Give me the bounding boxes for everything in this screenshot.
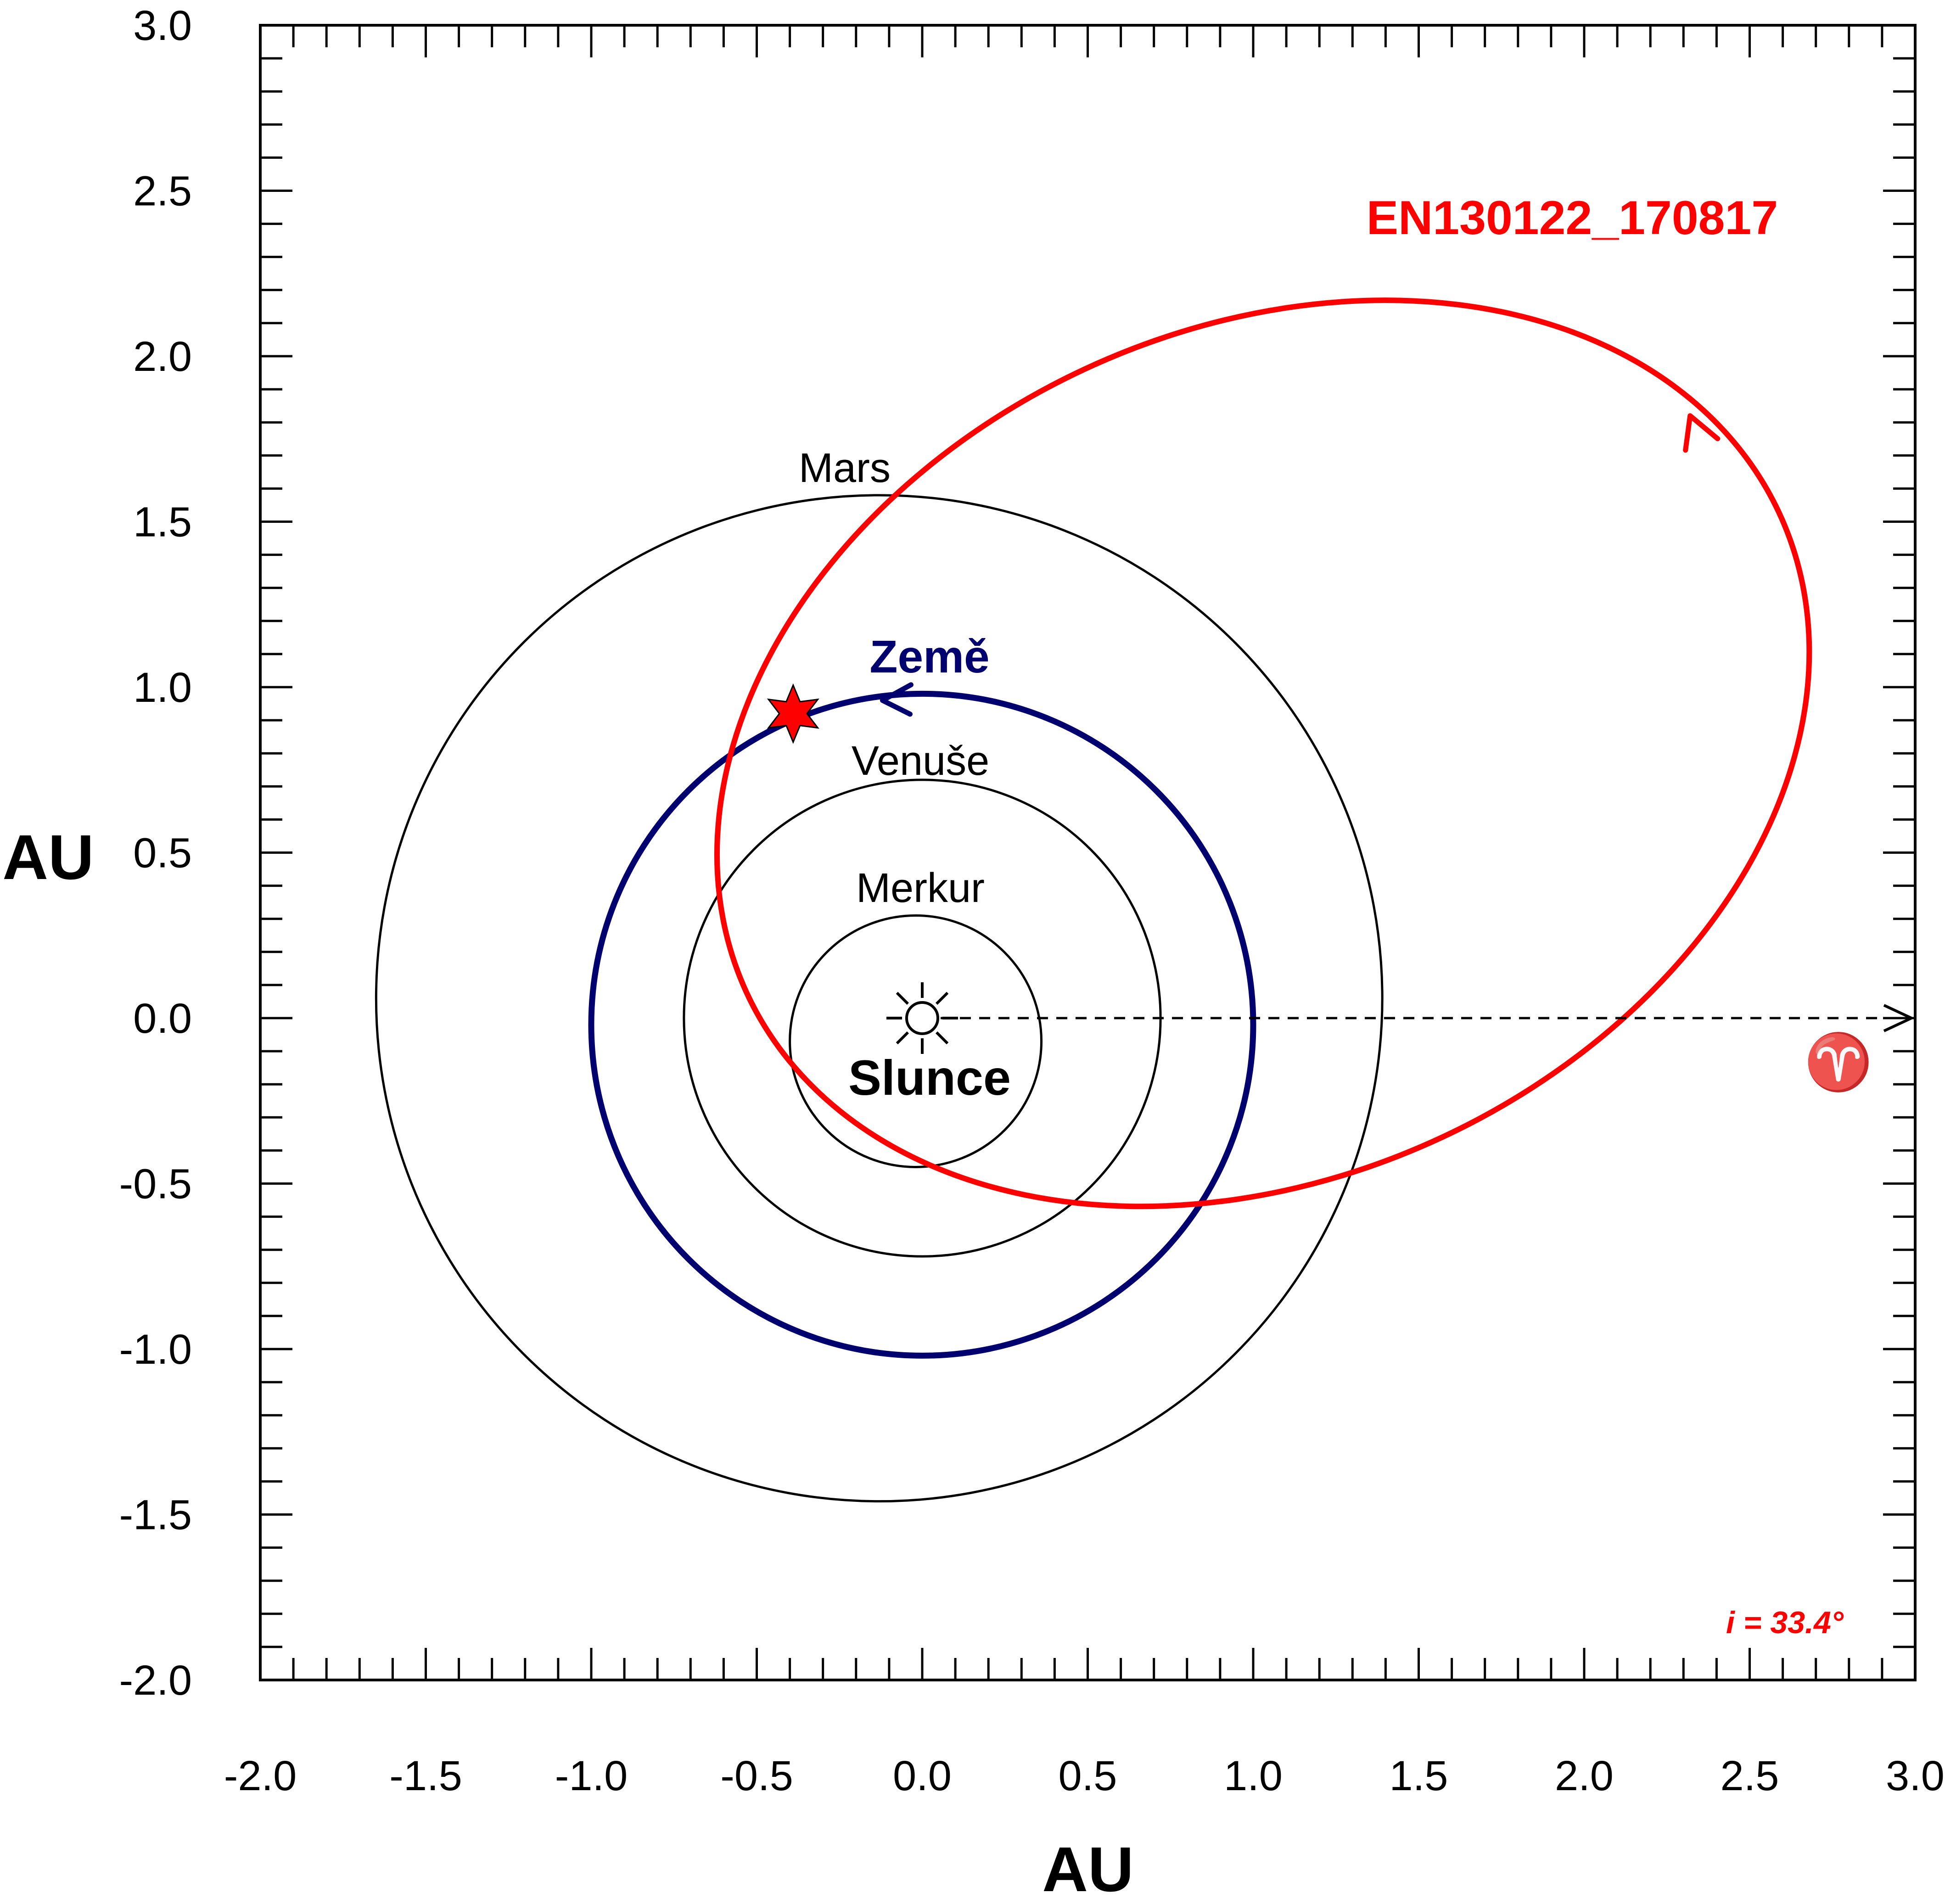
y-tick-label: 2.0	[133, 333, 192, 380]
x-tick-label: 0.0	[893, 1753, 952, 1799]
x-axis-title: AU	[1042, 1834, 1133, 1904]
sun-disc	[905, 1001, 939, 1035]
impact-point-star-icon	[767, 683, 819, 744]
plot-frame	[259, 24, 1917, 1681]
x-tick-label: -0.5	[720, 1753, 793, 1799]
y-tick-label: 0.5	[133, 830, 192, 877]
x-tick-label: 2.5	[1721, 1753, 1779, 1799]
y-tick-label: 0.0	[133, 995, 192, 1042]
x-tick-label: 2.0	[1555, 1753, 1614, 1799]
sun-label: Slunce	[848, 1050, 1011, 1105]
meteoroid-direction-arrowhead	[1683, 413, 1721, 453]
aries-icon: ♈	[1804, 1031, 1872, 1093]
x-tick-label: 3.0	[1886, 1753, 1945, 1799]
x-tick-label: 0.5	[1059, 1753, 1117, 1799]
sun-ray	[935, 1031, 949, 1045]
vernal-equinox-arrowhead	[1883, 1004, 1915, 1032]
y-tick-label: 1.5	[133, 499, 192, 546]
y-tick-label: 1.0	[133, 664, 192, 711]
mercury-orbit-label: Merkur	[856, 865, 985, 911]
y-axis-title: AU	[2, 822, 94, 893]
mars-orbit-label: Mars	[799, 445, 891, 491]
earth-orbit-label: Země	[869, 631, 989, 683]
sun-ray	[896, 991, 909, 1005]
x-tick-labels: -2.0 -1.5 -1.0 -0.5 0.0 0.5 1.0 1.5 2.0 2.5 3.0	[224, 1753, 1945, 1799]
y-tick-label: 2.5	[133, 168, 192, 215]
meteoroid-orbit-label: EN130122_170817	[1367, 191, 1778, 245]
y-tick-label: -1.5	[119, 1492, 192, 1539]
x-tick-label: 1.5	[1390, 1753, 1448, 1799]
inclination-label: i = 33.4°	[1726, 1605, 1844, 1640]
meteoroid-orbit	[714, 297, 1812, 1210]
mercury-orbit	[789, 914, 1043, 1168]
orbits-layer	[375, 297, 1812, 1503]
y-tick-label: -0.5	[119, 1161, 192, 1208]
earth-direction-arrowhead	[880, 682, 914, 717]
mars-orbit	[375, 494, 1384, 1503]
venus-orbit-label: Venuše	[852, 738, 989, 784]
x-tick-label: 1.0	[1224, 1753, 1283, 1799]
y-tick-labels: 3.0 2.5 2.0 1.5 1.0 0.5 0.0 -0.5 -1.0 -1.5 -2.0	[119, 2, 192, 1704]
y-tick-label: 3.0	[133, 2, 192, 49]
sun-icon	[886, 982, 958, 1054]
sun-ray	[935, 991, 949, 1005]
y-tick-label: -2.0	[119, 1657, 192, 1704]
axis-ticks	[259, 24, 1917, 1681]
earth-orbit	[588, 690, 1256, 1359]
sun-ray	[896, 1031, 909, 1045]
y-tick-label: -1.0	[119, 1326, 192, 1373]
x-tick-label: -1.0	[555, 1753, 628, 1799]
x-tick-label: -2.0	[224, 1753, 297, 1799]
x-tick-label: -1.5	[389, 1753, 462, 1799]
